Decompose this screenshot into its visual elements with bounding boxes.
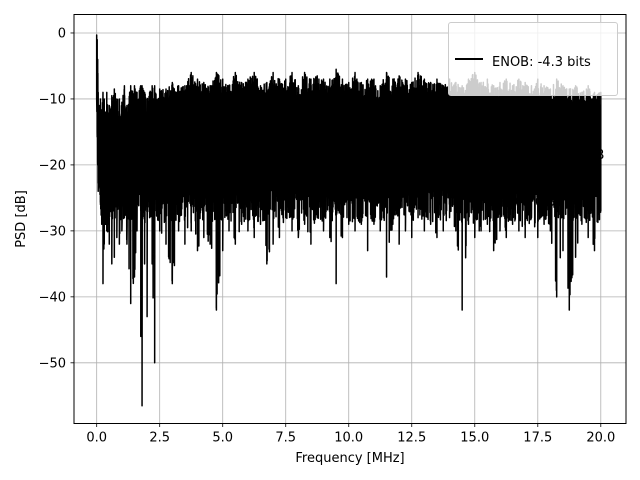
x-tick-label: 10.0 [334, 431, 363, 446]
legend-sinad: SINAD: -24.11 dB [492, 148, 605, 163]
x-tick-label: 12.5 [397, 431, 426, 446]
y-tick-label: −20 [39, 158, 66, 173]
x-tick-label: 17.5 [523, 431, 552, 446]
legend: ENOB: -4.3 bits SNR: -24.08 dB SINAD: -2… [448, 22, 618, 210]
legend-text: ENOB: -4.3 bits SNR: -24.08 dB SINAD: -2… [492, 24, 604, 241]
x-axis-ticks: 0.0 2.5 5.0 7.5 10.0 12.5 15.0 17.5 20.0 [86, 423, 615, 446]
axes-frame [73, 14, 627, 424]
x-tick-label: 20.0 [586, 431, 615, 446]
y-tick-label: 0 [58, 26, 66, 41]
psd-series-line [95, 34, 602, 407]
legend-snr: SNR: -24.08 dB [492, 101, 591, 117]
x-axis-label: Frequency [MHz] [295, 451, 404, 466]
y-tick-label: −40 [39, 290, 66, 305]
y-tick-label: −50 [39, 356, 66, 371]
x-tick-label: 15.0 [460, 431, 489, 446]
x-tick-label: 7.5 [275, 431, 296, 446]
y-axis-label: PSD [dB] [14, 190, 29, 248]
x-tick-label: 5.0 [212, 431, 233, 446]
x-tick-label: 0.0 [86, 431, 107, 446]
y-tick-label: −10 [39, 92, 66, 107]
y-axis-ticks: 0 −10 −20 −30 −40 −50 [39, 26, 74, 371]
plot-area [95, 34, 602, 407]
x-tick-label: 2.5 [149, 431, 170, 446]
legend-sfdr: SFDR: 0.39 [492, 194, 564, 210]
legend-line-swatch [455, 58, 483, 60]
y-tick-label: −30 [39, 224, 66, 239]
legend-enob: ENOB: -4.3 bits [492, 55, 591, 70]
